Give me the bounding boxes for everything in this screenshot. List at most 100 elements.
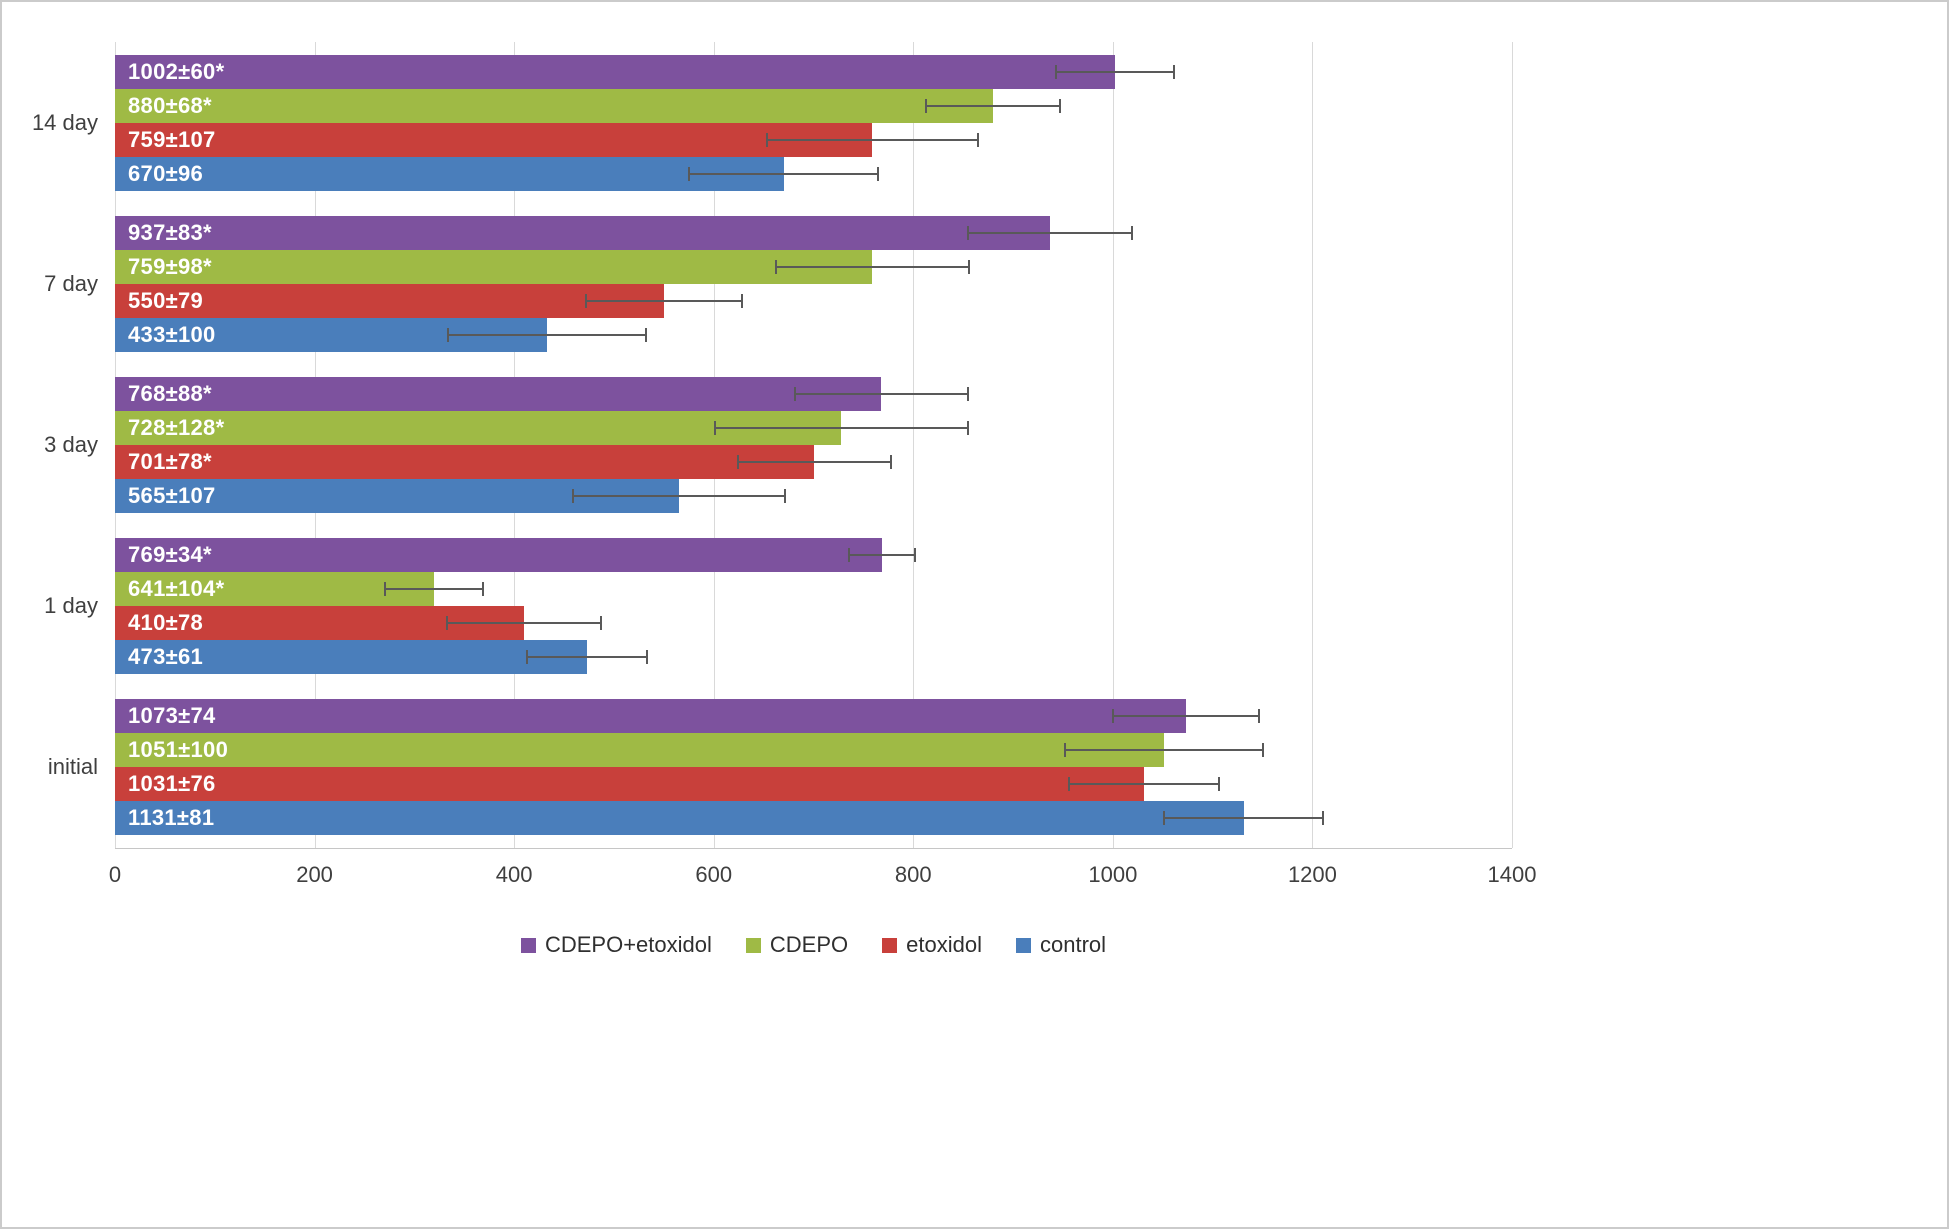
error-bar-cap-left (1162, 811, 1165, 826)
error-bar (1063, 743, 1264, 758)
error-bar-cap-left (446, 616, 449, 631)
bar-cdepo-etoxidol: 937±83* (115, 215, 1050, 250)
error-bar (572, 489, 786, 503)
bar-value-label: 759±107 (128, 126, 216, 152)
error-bar (687, 166, 880, 181)
bar-value-label: 701±78* (128, 449, 212, 474)
bar-control: 670±96 (115, 156, 784, 191)
error-bar-line (774, 265, 971, 268)
legend-label: control (1039, 932, 1107, 957)
error-bar-line (446, 622, 602, 625)
error-bar-line (713, 427, 970, 429)
bar-value-label: 1002±60* (128, 58, 225, 84)
bar-etoxidol: 701±78* (115, 445, 815, 479)
error-bar-line (793, 393, 970, 395)
error-bar-cap-right (1058, 98, 1061, 113)
error-bar-cap-right (1261, 743, 1264, 758)
legend-label: CDEPO (769, 932, 849, 957)
error-bar-cap-left (713, 421, 716, 435)
error-bar-cap-left (1063, 743, 1066, 758)
bar-cdepo: 728±128* (115, 411, 842, 445)
bar-control: 473±61 (115, 640, 587, 675)
category-label-14-day: 14 day (31, 109, 98, 135)
error-bar-cap-right (914, 548, 917, 563)
error-bar-cap-right (1130, 225, 1133, 240)
bar-value-label: 1051±100 (128, 737, 229, 763)
error-bar (848, 548, 917, 563)
bar-cdepo: 641±104* (115, 572, 435, 607)
error-bar-line (967, 231, 1133, 234)
error-bar-cap-right (482, 582, 485, 597)
error-bar-cap-right (977, 132, 980, 147)
error-bar (1054, 64, 1175, 79)
error-bar (584, 293, 743, 308)
legend-item-control: control (1015, 932, 1107, 958)
category-label-initial: initial (47, 754, 98, 780)
gridline-x-1400 (1512, 42, 1513, 848)
bar-cdepo-etoxidol: 1073±74 (115, 699, 1186, 734)
bar-cdepo: 1051±100 (115, 733, 1164, 768)
error-bar-line (1162, 817, 1325, 820)
error-bar-cap-left (793, 387, 796, 401)
bar-cdepo: 759±98* (115, 249, 873, 284)
bar-value-label: 1131±81 (128, 805, 215, 831)
legend-swatch (882, 937, 898, 953)
legend-swatch (745, 937, 761, 953)
error-bar-cap-right (968, 259, 971, 274)
legend-swatch (520, 937, 536, 953)
bar-etoxidol: 759±107 (115, 122, 873, 157)
error-bar-cap-right (890, 455, 893, 469)
error-bar-cap-right (645, 650, 648, 665)
error-bar-cap-left (526, 650, 529, 665)
error-bar (774, 259, 971, 274)
category-label-1-day: 1 day (44, 593, 98, 619)
bar-value-label: 1073±74 (128, 703, 216, 729)
error-bar-line (765, 138, 980, 141)
error-bar (713, 421, 970, 435)
bar-value-label: 410±78 (128, 610, 204, 636)
error-bar (925, 98, 1061, 113)
bar-value-label: 670±96 (128, 160, 204, 186)
category-label-3-day: 3 day (44, 432, 98, 457)
error-bar-line (925, 104, 1061, 107)
error-bar-line (736, 461, 893, 463)
bar-control: 1131±81 (115, 801, 1244, 836)
error-bar-cap-right (1322, 811, 1325, 826)
bar-value-label: 433±100 (128, 321, 216, 347)
error-bar-cap-right (967, 421, 970, 435)
bar-value-label: 759±98* (128, 253, 212, 279)
category-label-7-day: 7 day (44, 270, 98, 296)
error-bar (1111, 709, 1260, 724)
error-bar-cap-right (599, 616, 602, 631)
bar-value-label: 565±107 (128, 483, 216, 508)
error-bar-cap-left (687, 166, 690, 181)
error-bar (967, 225, 1133, 240)
bar-etoxidol: 1031±76 (115, 767, 1144, 802)
legend-item-cdepo-etoxidol: CDEPO+etoxidol (520, 932, 712, 958)
x-tick-600: 600 (695, 862, 733, 887)
error-bar-cap-left (765, 132, 768, 147)
error-bar-line (848, 554, 917, 557)
error-bar (1067, 777, 1220, 792)
plot-area: 1002±60* 880±68* 759±107 670±96 937±83* 759±9… (115, 42, 1513, 849)
error-bar (526, 650, 648, 665)
error-bar-cap-right (1172, 64, 1175, 79)
legend: CDEPO+etoxidol CDEPO etoxidol control (115, 932, 1512, 958)
error-bar-line (384, 588, 485, 591)
error-bar-cap-left (1067, 777, 1070, 792)
legend-swatch (1015, 937, 1031, 953)
gridline-x-1200 (1312, 42, 1314, 848)
gridline-x-800 (913, 42, 915, 848)
error-bar-line (584, 299, 743, 302)
error-bar-line (1111, 715, 1260, 718)
legend-label: etoxidol (906, 932, 982, 957)
error-bar (793, 387, 970, 401)
legend-item-cdepo: CDEPO (745, 932, 849, 958)
error-bar-cap-right (740, 293, 743, 308)
bar-value-label: 769±34* (128, 542, 212, 568)
error-bar (765, 132, 980, 147)
error-bar-cap-left (925, 98, 928, 113)
legend-label: CDEPO+etoxidol (544, 932, 712, 957)
error-bar-cap-left (1054, 64, 1057, 79)
